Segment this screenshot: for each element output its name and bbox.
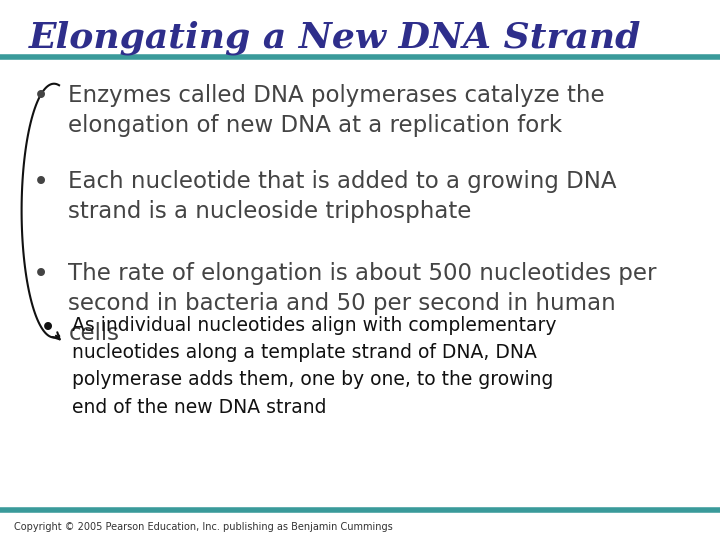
Text: •: • — [32, 262, 48, 288]
Text: •: • — [32, 170, 48, 196]
Text: Copyright © 2005 Pearson Education, Inc. publishing as Benjamin Cummings: Copyright © 2005 Pearson Education, Inc.… — [14, 522, 393, 532]
Text: Enzymes called DNA polymerases catalyze the
elongation of new DNA at a replicati: Enzymes called DNA polymerases catalyze … — [68, 84, 605, 137]
Text: Each nucleotide that is added to a growing DNA
strand is a nucleoside triphospha: Each nucleotide that is added to a growi… — [68, 170, 617, 224]
Text: The rate of elongation is about 500 nucleotides per
second in bacteria and 50 pe: The rate of elongation is about 500 nucl… — [68, 262, 657, 345]
Text: •: • — [40, 316, 55, 342]
Text: As individual nucleotides align with complementary
nucleotides along a template : As individual nucleotides align with com… — [72, 316, 557, 417]
Text: Elongating a New DNA Strand: Elongating a New DNA Strand — [29, 21, 642, 55]
Text: •: • — [32, 84, 48, 110]
